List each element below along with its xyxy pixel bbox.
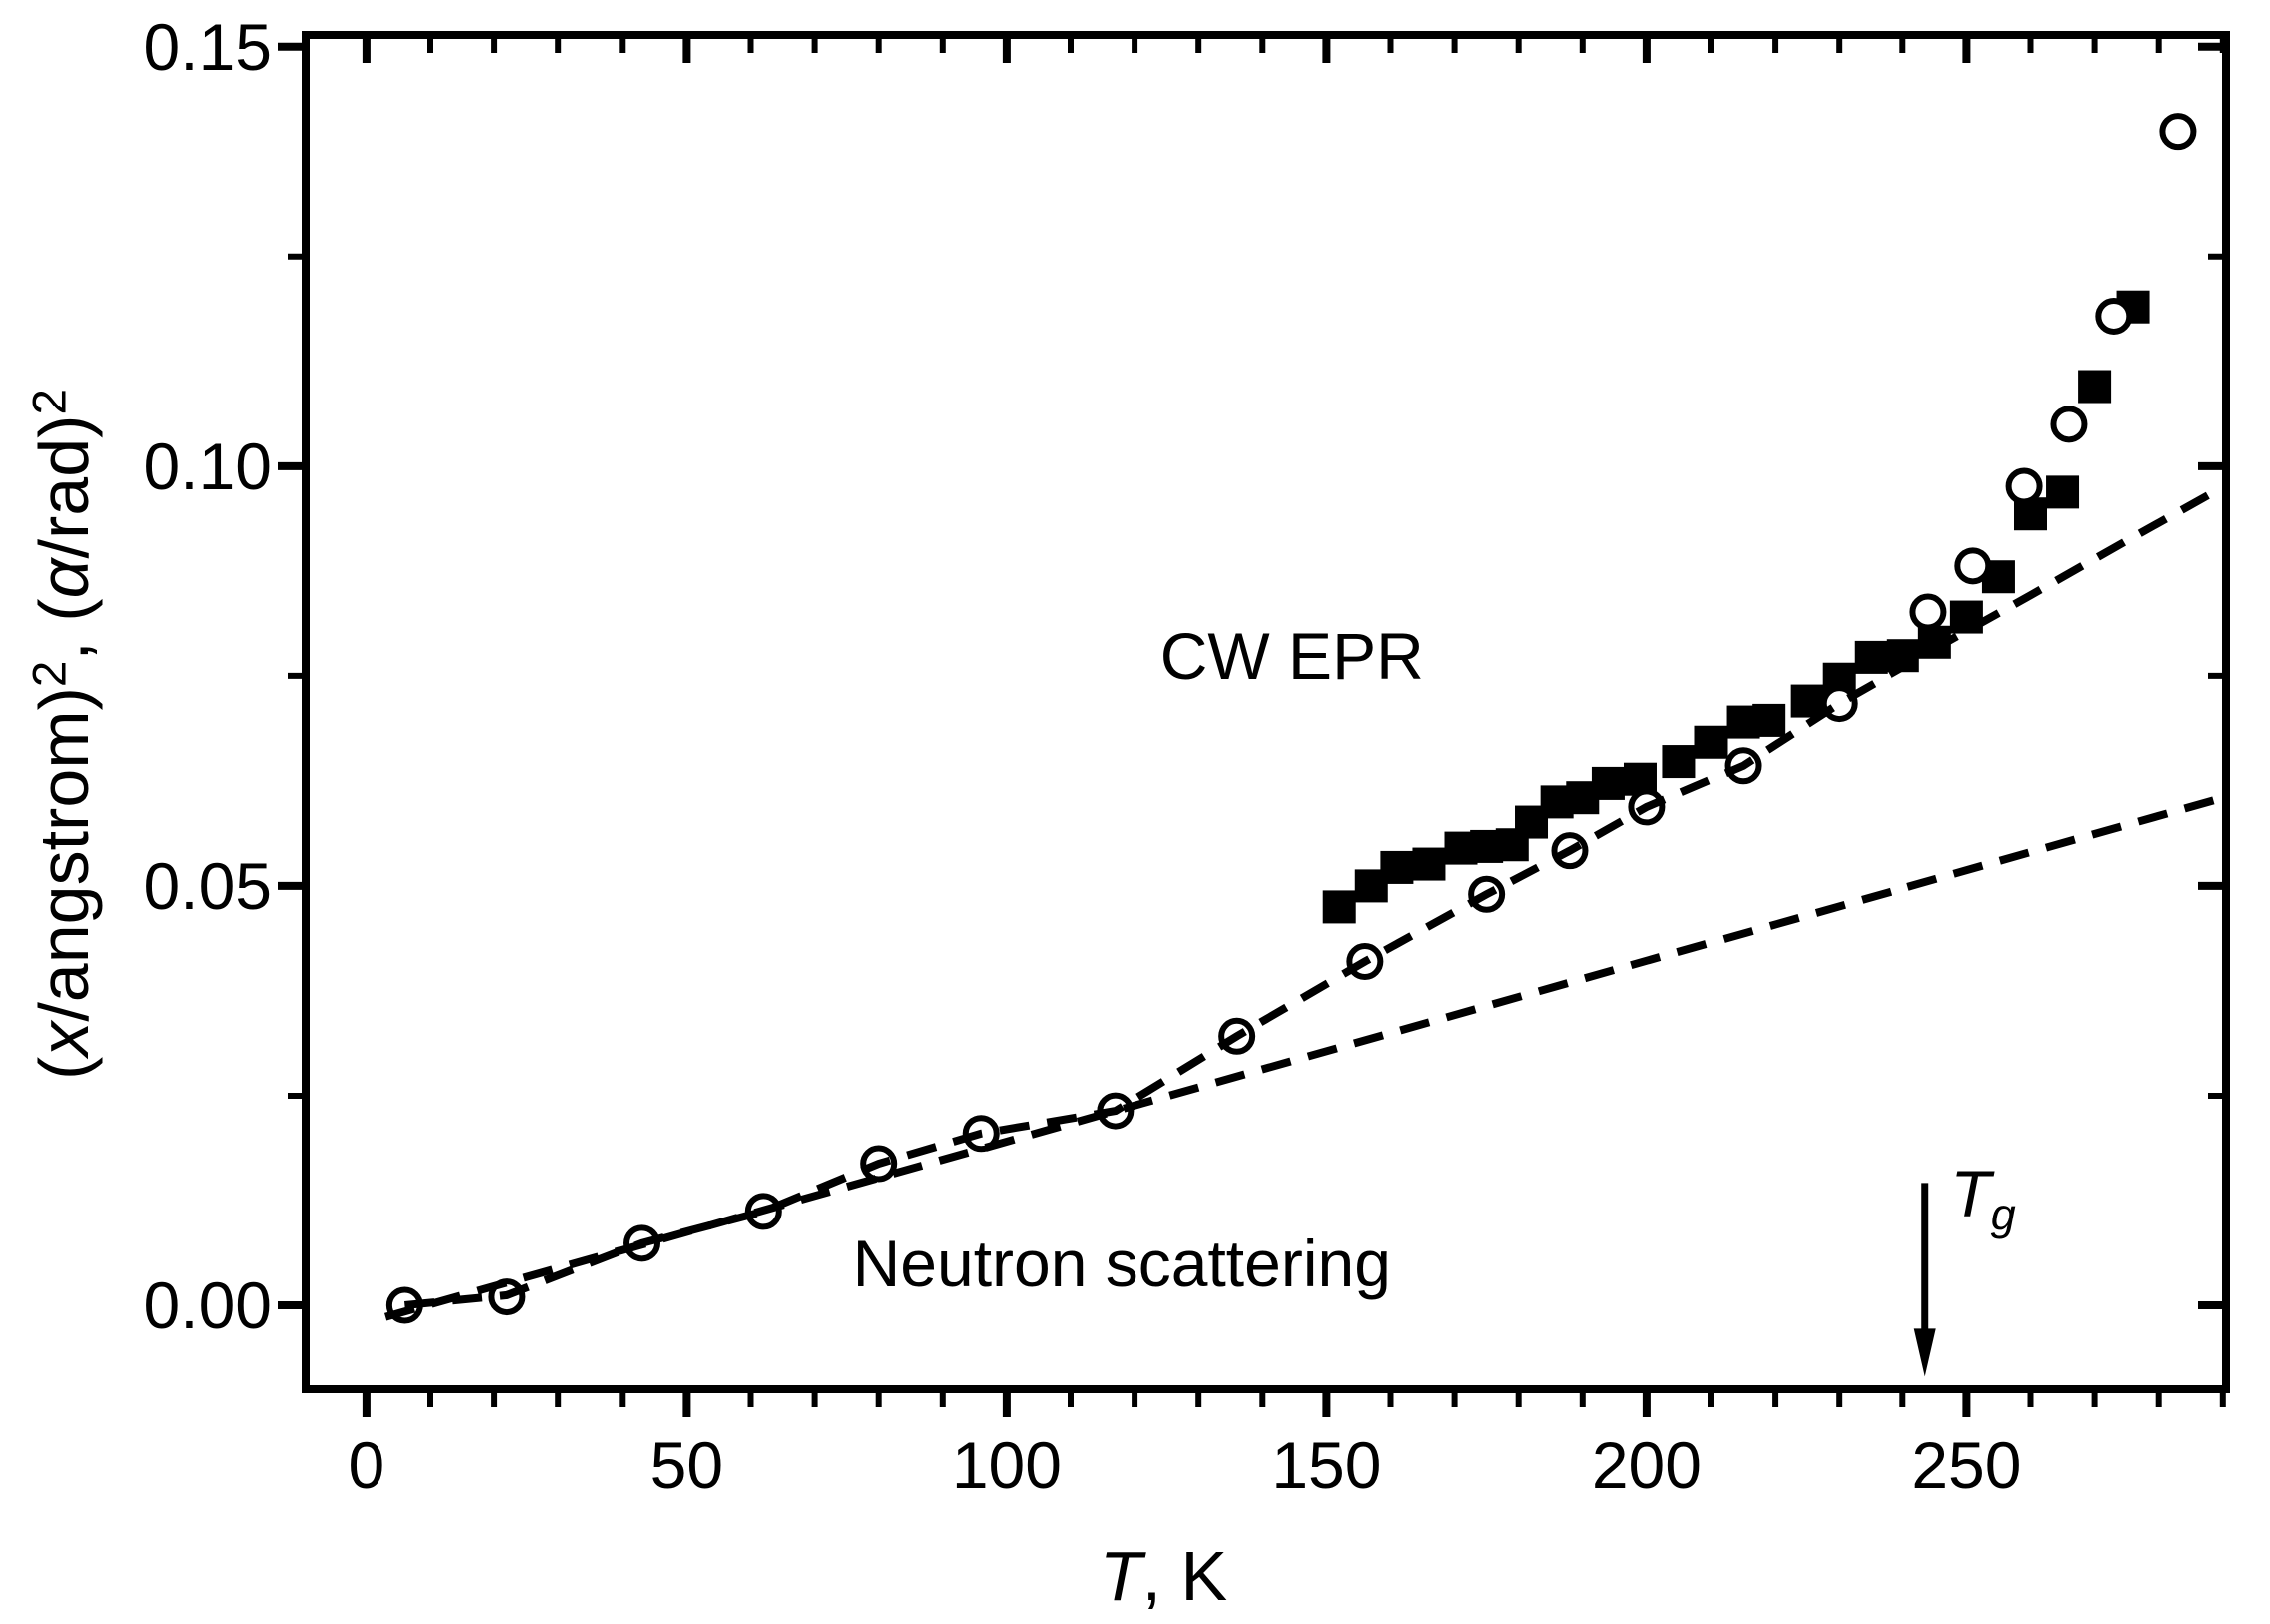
tg-arrow bbox=[1913, 1183, 1936, 1377]
epr-point bbox=[1854, 640, 1888, 674]
epr-point bbox=[1380, 850, 1414, 884]
y-tick-labels: 0.00 0.05 0.10 0.15 bbox=[144, 10, 272, 1342]
x-tick-label: 200 bbox=[1592, 1428, 1702, 1502]
neutron-point bbox=[2095, 297, 2133, 335]
axis-ticks bbox=[278, 35, 2226, 1417]
plot-frame bbox=[302, 31, 2230, 1393]
epr-point bbox=[1752, 703, 1786, 737]
epr-point bbox=[1790, 684, 1824, 718]
y-tick-label: 0.10 bbox=[144, 429, 272, 503]
x-tick-label: 250 bbox=[1911, 1428, 2021, 1502]
neutron-point bbox=[2159, 113, 2197, 151]
epr-point bbox=[2078, 370, 2112, 404]
cw-epr-label: CW EPR bbox=[1160, 619, 1424, 693]
x-axis-title: T, K bbox=[1100, 1537, 1227, 1615]
neutron-point bbox=[2005, 467, 2043, 505]
y-tick-label: 0.00 bbox=[144, 1268, 272, 1342]
epr-point bbox=[1412, 847, 1446, 881]
dashed-line-harmonic-extrapolation-dashed bbox=[384, 793, 2224, 1321]
neutron-point bbox=[1909, 593, 1947, 631]
tg-label: Tg bbox=[1950, 1157, 2015, 1239]
neutron-scattering-label: Neutron scattering bbox=[853, 1226, 1391, 1300]
epr-point bbox=[1322, 890, 1356, 924]
x-tick-label: 100 bbox=[952, 1428, 1062, 1502]
x-tick-labels: 0 50 100 150 200 250 bbox=[349, 1428, 2022, 1502]
y-tick-label: 0.15 bbox=[144, 10, 272, 84]
dashed-line-anharmonic-fit-dashed bbox=[404, 483, 2225, 1309]
epr-point bbox=[1591, 766, 1625, 800]
x-tick-label: 50 bbox=[650, 1428, 723, 1502]
neutron-point bbox=[2050, 406, 2088, 443]
chart-root: 0 50 100 150 200 250 0.00 0.05 0.10 0.15 T, K (x/an… bbox=[24, 10, 2230, 1615]
arrowhead-icon bbox=[1913, 1328, 1936, 1377]
y-axis-title: (x/angstrom)2, (α/rad)2 bbox=[24, 389, 103, 1080]
series-neutron-scattering bbox=[385, 113, 2197, 1324]
series-cw-epr bbox=[1322, 290, 2150, 924]
x-tick-label: 150 bbox=[1271, 1428, 1381, 1502]
neutron-point bbox=[1954, 547, 1992, 585]
epr-point bbox=[1694, 725, 1728, 759]
epr-point bbox=[1662, 745, 1696, 779]
x-tick-label: 0 bbox=[349, 1428, 385, 1502]
y-tick-label: 0.05 bbox=[144, 849, 272, 923]
epr-point bbox=[2046, 475, 2080, 509]
